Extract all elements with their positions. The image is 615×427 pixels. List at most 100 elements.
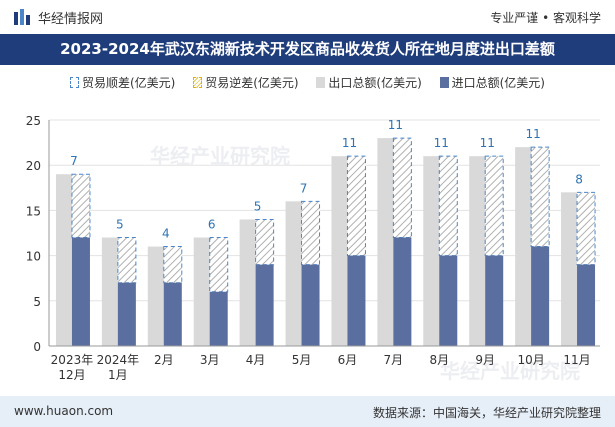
x-tick-label: 5月: [292, 353, 312, 367]
legend: 贸易顺差(亿美元) 贸易逆差(亿美元) 出口总额(亿美元) 进口总额(亿美元): [0, 74, 615, 92]
surplus-bar: [209, 237, 229, 293]
surplus-bar: [71, 173, 91, 239]
y-tick-label: 0: [33, 340, 41, 354]
import-bar: [577, 264, 596, 346]
surplus-data-label: 4: [162, 227, 170, 241]
surplus-bar: [255, 218, 275, 266]
chart-title: 2023-2024年武汉东湖新技术开发区商品收发货人所在地月度进出口差额: [0, 34, 615, 65]
y-tick-label: 5: [33, 295, 41, 309]
surplus-data-label: 11: [342, 136, 357, 150]
import-bar: [439, 255, 458, 346]
x-tick-label: 9月: [475, 353, 495, 367]
legend-label-export: 出口总额(亿美元): [328, 76, 422, 90]
x-tick-label-line: 2024年: [97, 353, 140, 367]
import-bar: [71, 237, 90, 346]
legend-item-import[interactable]: 进口总额(亿美元): [439, 74, 545, 91]
import-bar: [393, 237, 412, 346]
legend-item-surplus[interactable]: 贸易顺差(亿美元): [70, 74, 175, 91]
import-bar: [255, 264, 274, 346]
surplus-data-label: 11: [480, 136, 495, 150]
surplus-data-label: 7: [300, 181, 308, 195]
legend-item-export[interactable]: 出口总额(亿美元): [316, 74, 422, 91]
import-bar: [209, 291, 228, 346]
export-bar: [147, 246, 166, 346]
surplus-data-label: 6: [208, 218, 216, 232]
x-tick-label: 11月: [563, 353, 590, 367]
export-bar: [515, 147, 534, 346]
x-tick-label: 2023年 12月: [51, 353, 94, 382]
surplus-data-label: 5: [116, 218, 124, 232]
surplus-bar: [530, 146, 550, 248]
data-source: 数据来源：中国海关，华经产业研究院整理: [372, 406, 601, 420]
legend-label-import: 进口总额(亿美元): [451, 76, 545, 90]
legend-label-deficit: 贸易逆差(亿美元): [205, 76, 299, 90]
legend-item-deficit[interactable]: 贸易逆差(亿美元): [193, 74, 299, 91]
x-tick-label-line: 9月: [475, 353, 495, 367]
legend-swatch-deficit: [193, 77, 203, 88]
import-bar: [301, 264, 320, 346]
x-tick-label: 6月: [338, 353, 358, 367]
top-bar: 华经情报网 专业严谨 • 客观科学: [0, 0, 615, 34]
x-tick-label: 10月: [517, 353, 544, 367]
footer: www.huaon.com 数据来源：中国海关，华经产业研究院整理: [0, 396, 615, 427]
x-tick-label-line: 6月: [338, 353, 358, 367]
surplus-bar: [163, 246, 183, 284]
bar-chart: 7 5 4 6 5 7 11 11 11 11 11 8 0 5 10 15 20 25 2023年 12月2024…: [26, 114, 600, 382]
x-tick-label: 7月: [384, 353, 404, 367]
legend-swatch-surplus: [70, 77, 79, 88]
x-tick-label: 2月: [154, 353, 174, 367]
y-tick-label: 20: [26, 159, 41, 173]
y-tick-label: 25: [26, 114, 41, 128]
surplus-data-label: 11: [434, 136, 449, 150]
surplus-bar: [346, 155, 366, 257]
export-bar: [423, 156, 442, 346]
tagline: 专业严谨 • 客观科学: [490, 11, 601, 25]
legend-swatch-import: [439, 77, 449, 88]
x-tick-label-line: 8月: [429, 353, 449, 367]
surplus-data-label: 7: [70, 154, 78, 168]
export-bar: [101, 237, 120, 346]
x-tick-label-line: 5月: [292, 353, 312, 367]
surplus-data-label: 11: [525, 127, 540, 141]
x-tick-label-line: 3月: [200, 353, 220, 367]
export-bar: [469, 156, 488, 346]
import-bar: [163, 282, 182, 346]
x-tick-label-line: 10月: [517, 353, 544, 367]
y-tick-label: 15: [26, 204, 41, 218]
import-bar: [347, 255, 366, 346]
export-bar: [377, 138, 396, 346]
labels-layer: 7 5 4 6 5 7 11 11 11 11 11 8: [70, 118, 583, 240]
export-bar: [55, 174, 74, 346]
site-url[interactable]: www.huaon.com: [14, 404, 114, 418]
watermark-text: 华经产业研究院: [150, 144, 290, 168]
export-bar: [561, 192, 580, 346]
x-tick-label: 2024年 1月: [97, 353, 140, 382]
watermark-text-2: 华经产业研究院: [440, 359, 580, 383]
export-bar: [239, 219, 258, 346]
x-tick-label: 3月: [200, 353, 220, 367]
brand-name: 华经情报网: [38, 12, 104, 27]
surplus-bar: [438, 155, 458, 257]
legend-swatch-export: [316, 77, 326, 88]
bars-layer: [55, 137, 596, 346]
x-tick-label-line: 2月: [154, 353, 174, 367]
legend-label-surplus: 贸易顺差(亿美元): [82, 76, 176, 90]
x-tick-label-line: 11月: [563, 353, 590, 367]
x-tick-label-line: 1月: [108, 368, 128, 382]
surplus-bar: [301, 200, 321, 266]
surplus-data-label: 11: [388, 118, 403, 132]
import-bar: [485, 255, 504, 346]
y-tick-label: 10: [26, 250, 41, 264]
surplus-bar: [117, 237, 137, 284]
surplus-data-label: 8: [575, 172, 583, 186]
x-tick-label: 4月: [246, 353, 266, 367]
import-bar: [531, 246, 550, 346]
export-bar: [331, 156, 350, 346]
x-tick-label-line: 4月: [246, 353, 266, 367]
surplus-data-label: 5: [254, 199, 262, 213]
logo-icon: [14, 9, 30, 25]
surplus-bar: [392, 137, 412, 239]
export-bar: [193, 237, 212, 346]
surplus-bar: [576, 191, 596, 266]
